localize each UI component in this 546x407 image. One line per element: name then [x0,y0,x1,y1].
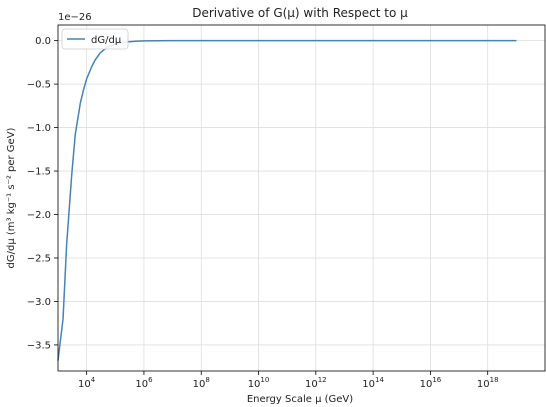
x-tick-base: 10 [248,379,261,390]
x-tick-base: 10 [477,379,490,390]
y-offset-label: 1e−26 [58,12,92,23]
x-tick-label: 1012 [305,376,327,390]
y-tick-label: −2.0 [27,210,51,221]
y-tick-label: −1.0 [27,123,51,134]
x-tick-base: 10 [193,379,206,390]
ticks-layer: 104 106 108 1010 1012 1014 1016 10180.0−0.5−1.0… [27,36,499,390]
x-tick-exponent: 18 [490,376,499,384]
x-tick-exponent: 14 [375,376,384,384]
x-tick-base: 10 [78,379,91,390]
y-tick-label: −2.5 [27,253,51,264]
x-tick-base: 10 [305,379,318,390]
chart-title: Derivative of G(μ) with Respect to μ [192,6,408,20]
x-tick-label: 106 [135,376,153,390]
y-tick-label: 0.0 [35,36,51,47]
x-tick-exponent: 4 [91,376,96,384]
y-tick-label: −3.0 [27,297,51,308]
legend-box [61,28,129,50]
y-tick-label: −0.5 [27,80,51,91]
x-tick-exponent: 8 [205,376,209,384]
x-tick-label: 1018 [477,376,499,390]
legend: dG/dμ [61,28,129,50]
x-tick-base: 10 [135,379,148,390]
x-tick-label: 108 [193,376,210,390]
x-tick-label: 104 [78,376,96,390]
plot-frame [57,24,546,372]
y-tick-label: −3.5 [27,340,51,351]
x-tick-exponent: 12 [318,376,327,384]
y-tick-label: −1.5 [27,167,51,178]
x-tick-exponent: 6 [148,376,153,384]
x-tick-label: 1010 [248,376,270,390]
grid-layer [58,25,545,371]
x-tick-label: 1016 [420,376,442,390]
x-tick-label: 1014 [362,376,384,390]
x-tick-exponent: 16 [432,376,441,384]
x-tick-exponent: 10 [260,376,269,384]
y-axis-label: dG/dμ (m³ kg⁻¹ s⁻² per GeV) [6,127,17,268]
x-tick-base: 10 [362,379,375,390]
x-axis-label: Energy Scale μ (GeV) [247,394,353,405]
x-tick-base: 10 [420,379,433,390]
legend-label: dG/dμ [91,35,122,46]
